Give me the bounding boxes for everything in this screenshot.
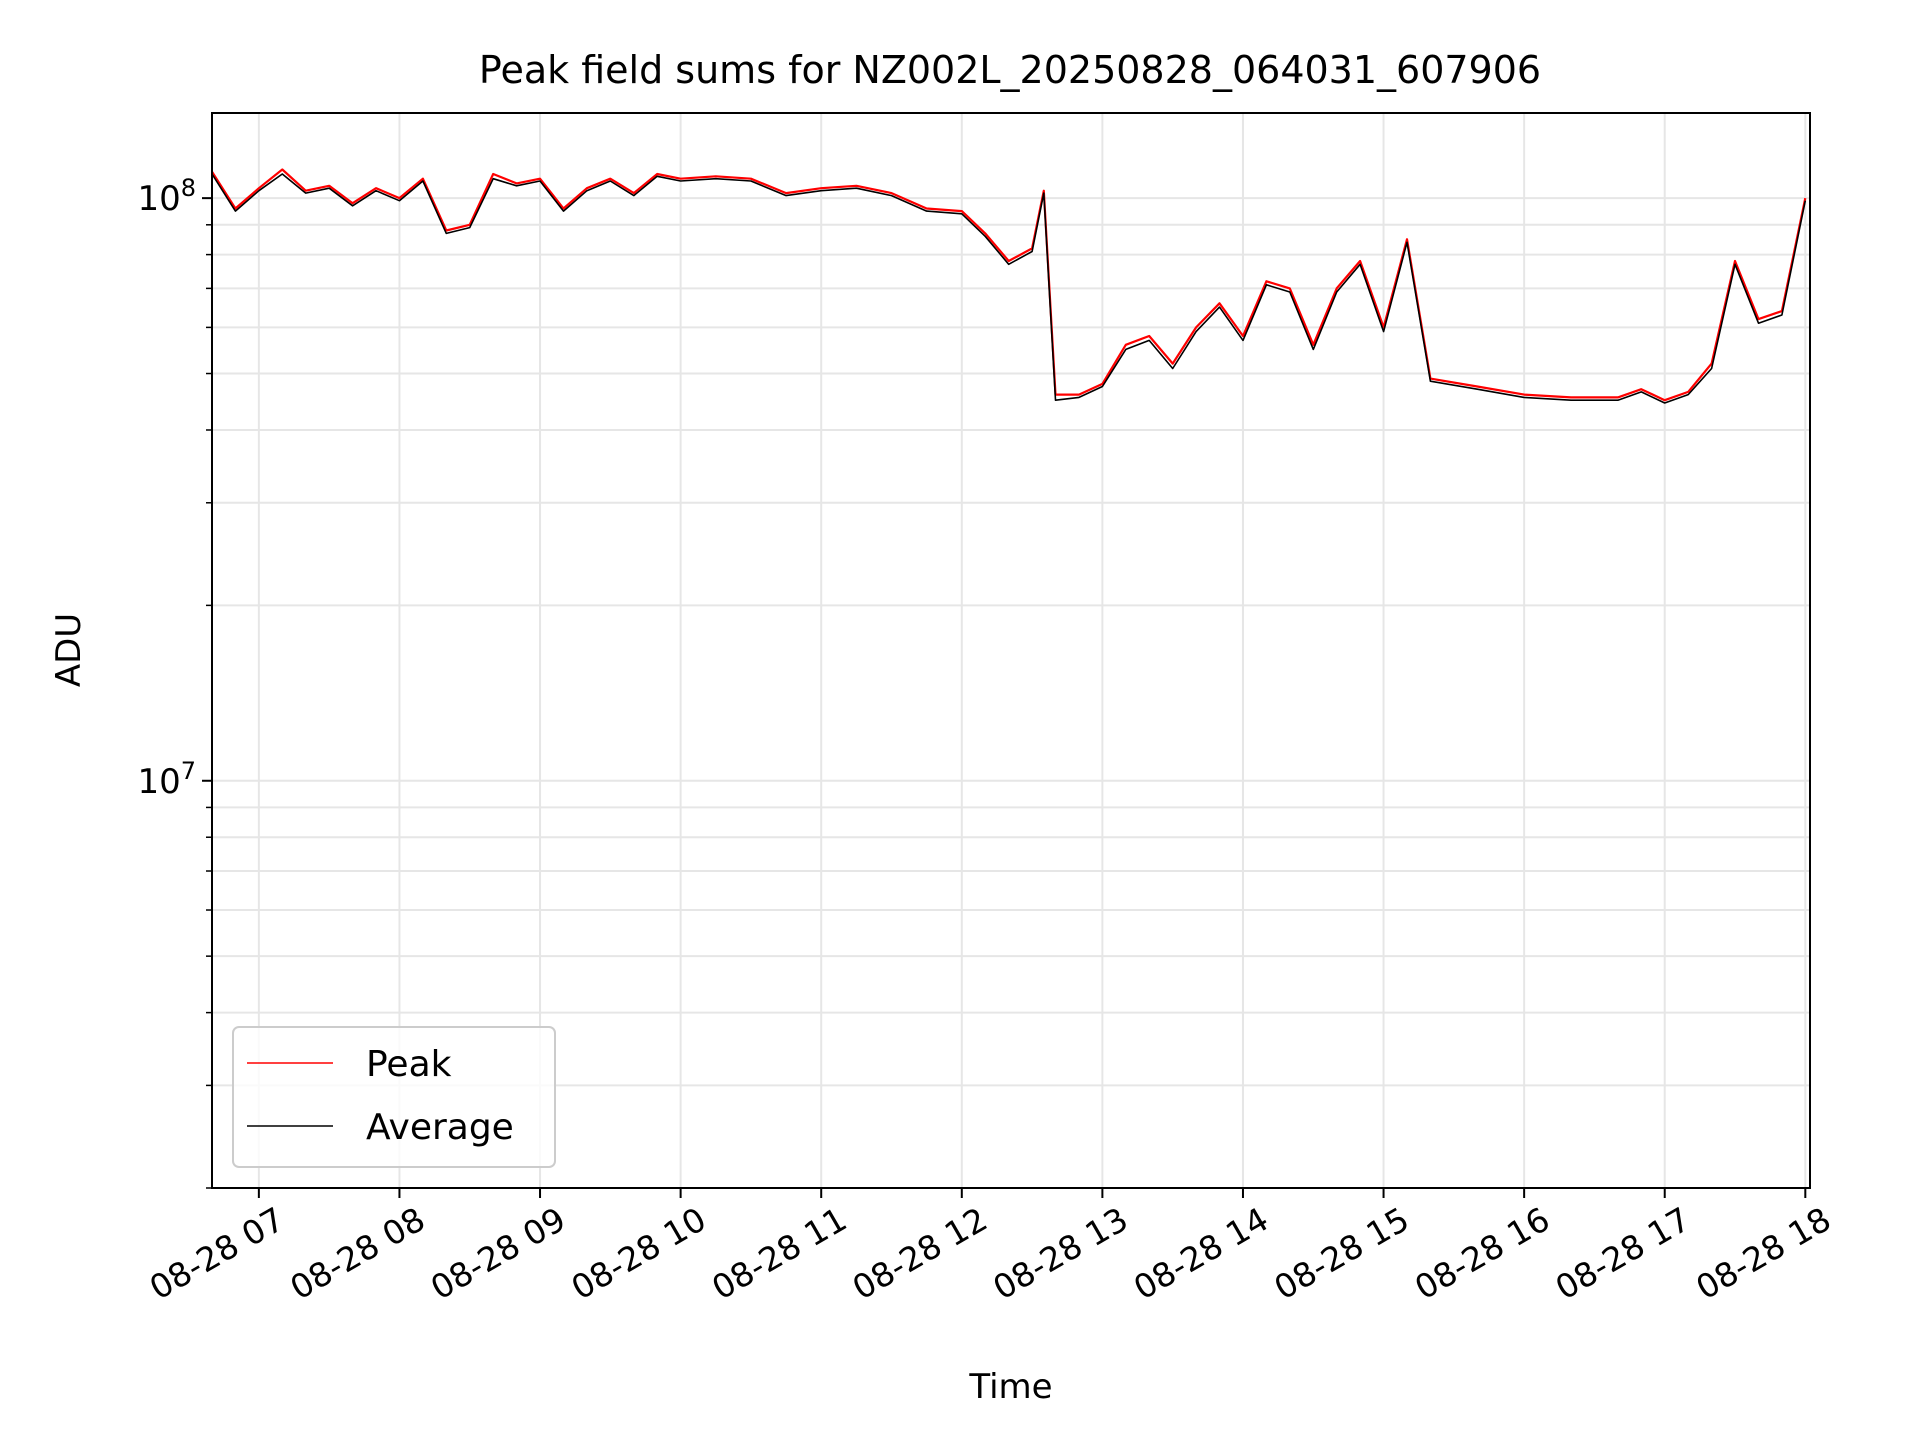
y-tick-label: 107: [137, 757, 196, 802]
y-tick-base: 10: [137, 179, 180, 219]
y-tick-label: 108: [137, 174, 196, 219]
y-tick-exponent: 8: [181, 174, 196, 202]
y-tick-exponent: 7: [181, 757, 196, 785]
legend-box: [232, 1026, 556, 1168]
x-axis-label: Time: [968, 1367, 1052, 1407]
legend: Peak Average: [232, 1026, 556, 1168]
legend-label-peak: Peak: [366, 1044, 452, 1085]
legend-label-average: Average: [366, 1107, 514, 1148]
plot-frame: [211, 112, 1811, 1189]
y-axis-label: ADU: [49, 613, 89, 687]
grid: [212, 113, 1810, 1189]
series-line-peak: [211, 168, 1807, 402]
plot-area: [211, 168, 1807, 404]
chart-title: Peak field sums for NZ002L_20250828_0640…: [479, 48, 1541, 92]
series-line-average: [211, 173, 1807, 404]
y-tick-base: 10: [137, 762, 180, 802]
